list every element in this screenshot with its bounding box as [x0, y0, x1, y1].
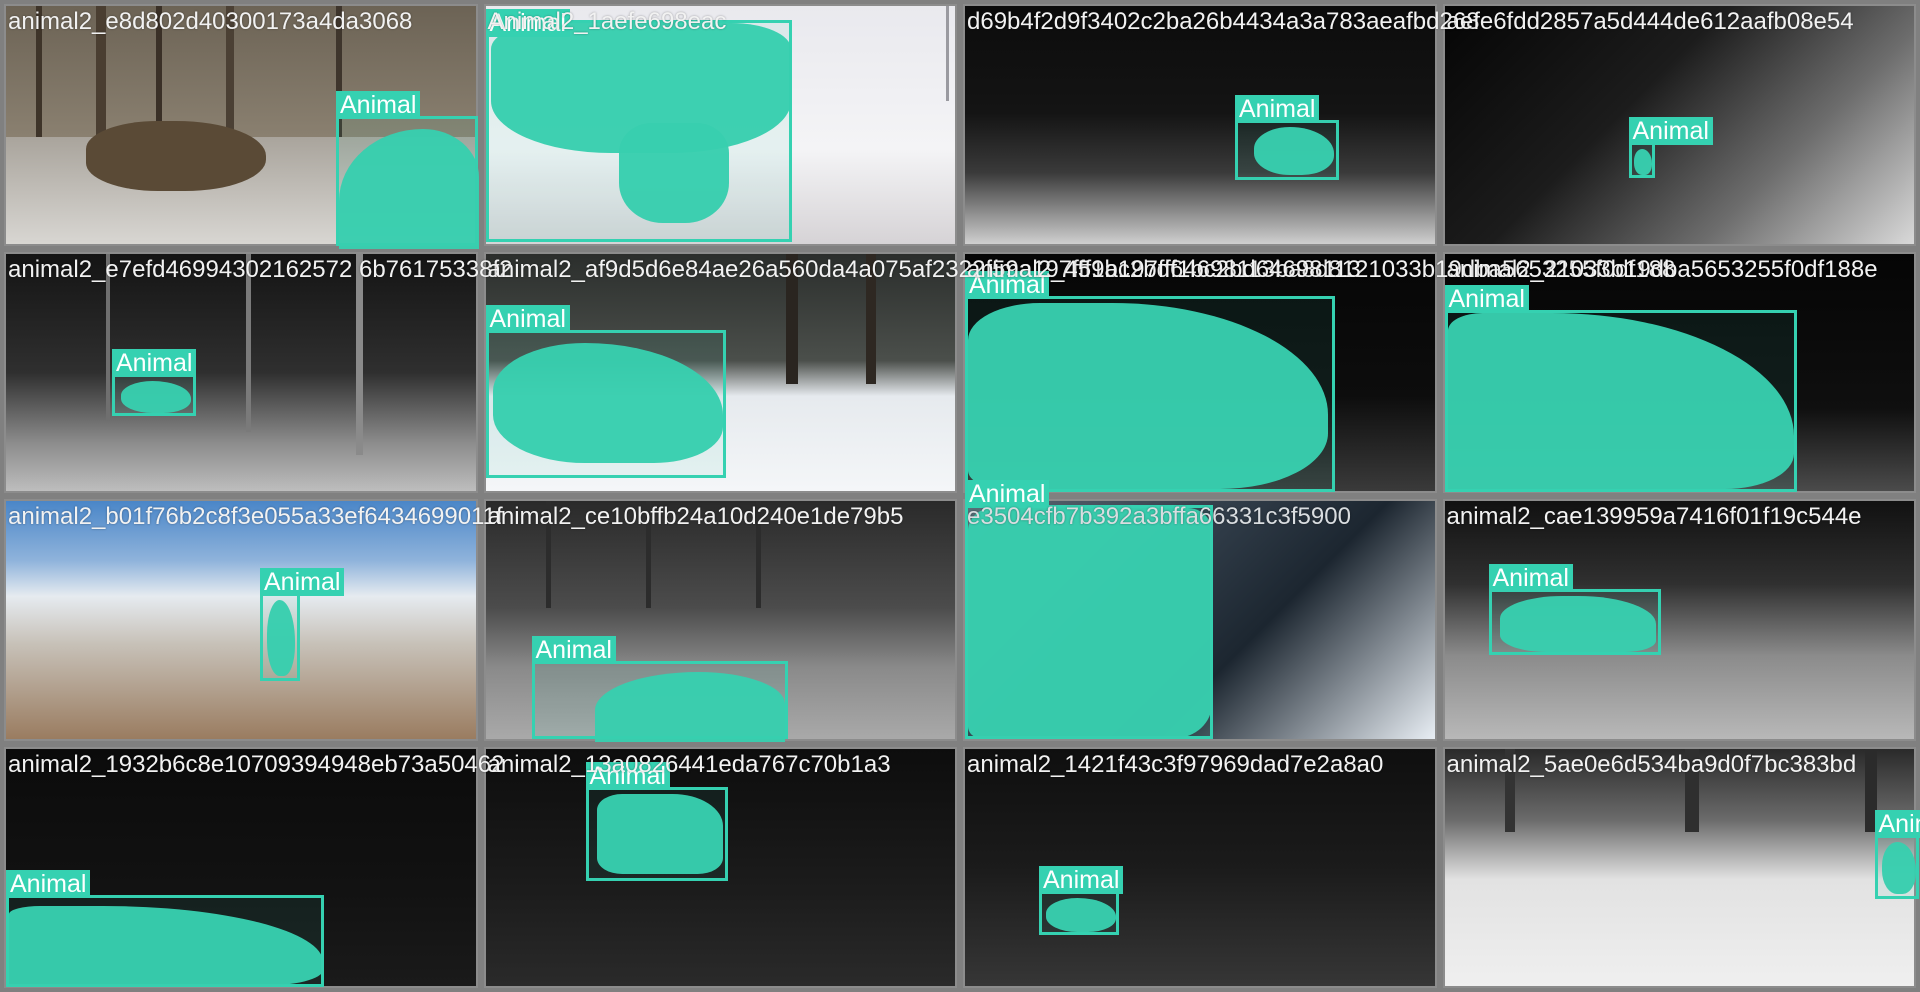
image-tile[interactable]: animal2_459a197fff1bc2bd64698113 Animal — [963, 251, 1437, 493]
segmentation-mask — [492, 342, 723, 463]
image-filename: animal2_ce10bffb24a10d240e1de79b5 — [487, 503, 904, 530]
class-label: Animal — [531, 636, 616, 664]
segmentation-mask — [1254, 127, 1334, 175]
image-tile[interactable]: animal2_af9d5d6e84ae26a560da4a075af2322f… — [483, 251, 1675, 493]
image-filename: d69b4f2d9f3402c2ba26b4434a3a783aeafbd268 — [967, 8, 1480, 35]
detection-box[interactable]: Animal — [260, 568, 345, 681]
class-label: Animal — [1628, 117, 1713, 145]
detection-box[interactable]: Animal — [965, 480, 1213, 739]
image-tile[interactable]: animal2_1421f43c3f97969dad7e2a8a0 Animal — [963, 746, 1437, 988]
image-filename: animal2_af9d5d6e84ae26a560da4a075af2322f… — [487, 255, 1676, 283]
image-filename: animal2_459a197fff1bc2bd64698113 — [967, 255, 1361, 283]
image-filename: animal2_1932b6c8e10709394948eb73a50462 — [8, 750, 505, 778]
class-label: Animal — [1235, 95, 1320, 123]
segmentation-mask — [968, 302, 1328, 489]
image-filename: animal2_cae139959a7416f01f19c544e — [1446, 503, 1862, 530]
detection-box[interactable]: Animal — [336, 91, 479, 249]
segmentation-mask — [121, 380, 191, 413]
class-label: Animal — [336, 91, 421, 119]
image-tile[interactable]: Animal2_1aefe698eac Animal — [483, 4, 957, 246]
image-tile[interactable]: animal2_e7efd46994302162572 6b76175338f2… — [4, 251, 512, 493]
class-label: Animal — [112, 348, 197, 377]
segmentation-mask — [1633, 149, 1652, 175]
image-filename: aefe6fdd2857a5d444de612aafb08e54 — [1446, 8, 1854, 35]
detection-box[interactable]: Animal — [1039, 865, 1124, 935]
image-tile[interactable]: animal2_13a0826441eda767c70b1a3 Animal — [483, 746, 957, 988]
class-label: Animal — [485, 9, 570, 37]
image-tile[interactable]: animal2_5ae0e6d534ba9d0f7bc383bd Animal — [1442, 746, 1920, 988]
image-tile[interactable]: e3504cfb7b392a3bffa66331c3f5900 Animal — [963, 480, 1437, 741]
image-tile[interactable]: animal2_21033b19dba5653255f0df188e Anima… — [1442, 251, 1916, 493]
segmentation-mask — [267, 600, 295, 676]
class-label: Animal — [1874, 809, 1920, 838]
image-tile[interactable]: animal2_b01f76b2c8f3e055a33ef6434699011f… — [4, 499, 503, 741]
image-tile[interactable]: animal2_ce10bffb24a10d240e1de79b5 Animal — [483, 499, 957, 742]
image-filename: animal2_5ae0e6d534ba9d0f7bc383bd — [1446, 750, 1857, 778]
image-tile[interactable]: animal2_e8d802d40300173a4da3068 Animal — [4, 4, 479, 249]
detection-box[interactable]: Animal — [112, 348, 197, 416]
image-tile[interactable]: animal2_1932b6c8e10709394948eb73a50462 A… — [4, 746, 504, 988]
image-filename: animal2_21033b19dba5653255f0df188e — [1446, 255, 1878, 283]
class-label: Animal — [1488, 564, 1573, 592]
class-label: Animal — [1039, 865, 1124, 894]
detection-box[interactable]: Animal — [1444, 284, 1797, 492]
image-filename: e3504cfb7b392a3bffa66331c3f5900 — [967, 503, 1351, 530]
image-filename: Animal2_1aefe698eac — [487, 8, 727, 35]
segmentation-mask — [1046, 897, 1116, 932]
detection-box[interactable]: Animal — [485, 304, 726, 478]
class-label: Animal — [1444, 284, 1529, 313]
segmentation-mask — [594, 672, 785, 742]
class-label: Animal — [260, 568, 345, 596]
class-label: Animal — [485, 304, 570, 333]
image-filename: animal2_b01f76b2c8f3e055a33ef6434699011f — [8, 503, 503, 530]
class-label: Animal — [6, 869, 91, 898]
segmentation-mask — [1447, 312, 1794, 489]
detection-box[interactable]: Animal — [1874, 809, 1920, 899]
detection-box[interactable]: Animal — [1235, 95, 1339, 180]
detection-box[interactable]: Animal — [6, 869, 324, 987]
detection-box[interactable]: Animal — [965, 270, 1335, 492]
image-filename: animal2_13a0826441eda767c70b1a3 — [487, 750, 891, 778]
image-filename: animal2_1421f43c3f97969dad7e2a8a0 — [967, 750, 1384, 778]
segmentation-mask — [618, 123, 729, 223]
segmentation-mask — [1499, 596, 1656, 652]
image-filename: animal2_e8d802d40300173a4da3068 — [8, 8, 413, 35]
class-label: Animal — [585, 761, 670, 790]
detection-box[interactable]: Animal — [485, 9, 792, 242]
segmentation-mask — [9, 905, 323, 986]
image-tile[interactable]: d69b4f2d9f3402c2ba26b4434a3a783aeafbd268… — [963, 4, 1480, 246]
detection-box[interactable]: Animal — [1488, 564, 1661, 655]
segmentation-mask — [968, 508, 1212, 738]
segmentation-mask — [339, 129, 479, 249]
detection-box[interactable]: Animal — [531, 636, 788, 742]
image-filename: animal2_e7efd46994302162572 6b76175338f2 — [8, 255, 513, 283]
class-label: Animal — [965, 480, 1050, 508]
detection-box[interactable]: Animal — [585, 761, 728, 881]
image-tile[interactable]: aefe6fdd2857a5d444de612aafb08e54 Animal — [1442, 4, 1916, 246]
segmentation-mask — [596, 793, 723, 874]
segmentation-mask — [1881, 841, 1916, 894]
image-tile[interactable]: animal2_cae139959a7416f01f19c544e Animal — [1442, 499, 1916, 741]
detection-box[interactable]: Animal — [1628, 117, 1713, 178]
class-label: Animal — [965, 270, 1050, 299]
